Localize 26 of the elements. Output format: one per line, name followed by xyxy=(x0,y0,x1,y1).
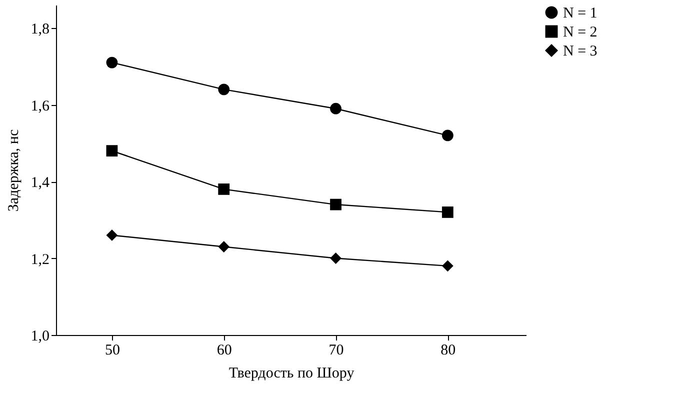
y-tick-label: 1,4 xyxy=(30,175,50,192)
x-tick-label: 60 xyxy=(216,342,232,358)
x-tick-label: 50 xyxy=(104,342,120,358)
point xyxy=(442,206,454,218)
point xyxy=(106,145,118,157)
legend-label: N = 2 xyxy=(563,24,598,40)
y-tick-label: 1,0 xyxy=(30,328,50,344)
point xyxy=(330,198,342,210)
x-tick-label: 70 xyxy=(328,342,344,358)
legend-label: N = 3 xyxy=(563,44,598,60)
y-tick-label: 1,6 xyxy=(30,98,50,114)
point xyxy=(218,183,230,195)
x-axis-title: Твердость по Шору xyxy=(228,366,355,382)
y-axis-title: Задержка, нс xyxy=(6,129,22,212)
point xyxy=(442,260,454,272)
point xyxy=(106,56,118,68)
legend-label: N = 1 xyxy=(563,6,598,22)
point xyxy=(106,230,118,241)
point xyxy=(330,102,342,114)
point xyxy=(442,130,454,142)
point xyxy=(330,252,342,264)
x-tick-label: 80 xyxy=(440,342,456,358)
y-tick-label: 1,2 xyxy=(30,252,50,268)
point xyxy=(218,84,230,96)
point xyxy=(218,241,230,252)
y-tick-label: 1,8 xyxy=(30,22,50,38)
